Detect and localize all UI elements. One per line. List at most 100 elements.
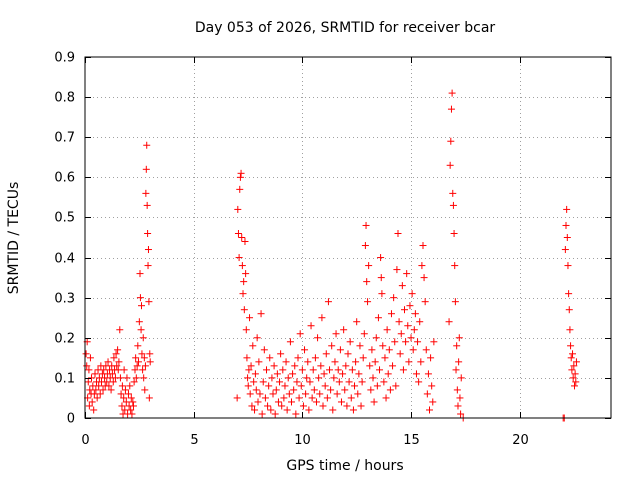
data-point — [563, 234, 571, 241]
data-point — [246, 390, 254, 398]
data-point — [141, 362, 149, 370]
data-point — [243, 354, 251, 362]
data-point — [244, 374, 252, 382]
data-point — [117, 390, 125, 398]
data-point — [128, 410, 136, 418]
data-point — [311, 354, 319, 362]
data-point — [102, 362, 110, 370]
data-point — [571, 370, 579, 378]
data-point — [391, 338, 399, 346]
data-point — [332, 330, 340, 338]
data-point — [455, 358, 463, 366]
data-point — [126, 382, 134, 390]
data-point — [422, 346, 430, 354]
data-point — [368, 346, 376, 354]
data-point — [259, 378, 267, 386]
data-point — [246, 314, 254, 322]
data-point — [245, 366, 253, 374]
y-tick-label: 0.5 — [54, 211, 75, 226]
y-tick-label: 0.7 — [54, 131, 75, 146]
data-point — [283, 406, 291, 414]
data-point — [109, 378, 117, 386]
data-point — [105, 382, 113, 390]
data-point — [121, 386, 129, 394]
data-point — [409, 346, 417, 354]
data-point — [360, 330, 368, 338]
data-point — [352, 358, 360, 366]
data-point — [108, 370, 116, 378]
data-point — [146, 358, 154, 366]
data-point — [262, 366, 270, 374]
data-point — [421, 298, 429, 306]
labels-layer: 0 0.1 0.2 0.3 0.4 0.5 0.6 0.7 0.8 0.9 0 5 10 15 20 — [54, 51, 528, 449]
data-point — [301, 346, 309, 354]
data-point — [131, 366, 139, 374]
data-point — [312, 398, 320, 406]
data-point — [136, 270, 144, 278]
data-point — [260, 346, 268, 354]
data-point — [244, 382, 252, 390]
data-point — [143, 201, 151, 209]
data-point — [129, 402, 137, 410]
data-point — [236, 173, 244, 181]
data-point — [449, 189, 457, 197]
data-point — [403, 270, 411, 278]
data-point — [274, 398, 282, 406]
data-point — [328, 342, 336, 350]
data-point — [140, 374, 148, 382]
data-point — [347, 394, 355, 402]
data-point — [453, 342, 461, 350]
data-point — [86, 386, 94, 394]
data-point — [89, 382, 97, 390]
data-point — [416, 318, 424, 326]
data-point — [308, 394, 316, 402]
data-point — [291, 362, 299, 370]
data-point — [566, 326, 574, 334]
data-point — [564, 262, 572, 270]
data-point — [284, 374, 292, 382]
data-point — [113, 362, 121, 370]
data-point — [323, 394, 331, 402]
data-point — [396, 350, 404, 358]
data-point — [84, 378, 92, 386]
data-point — [90, 406, 98, 414]
data-point — [428, 382, 436, 390]
data-point — [446, 161, 454, 169]
data-point — [266, 354, 274, 362]
data-point — [362, 221, 370, 229]
data-point — [271, 410, 279, 418]
data-point — [318, 314, 326, 322]
data-point — [145, 298, 153, 306]
data-point — [240, 278, 248, 286]
data-point — [234, 205, 242, 213]
data-point — [127, 394, 135, 402]
data-point — [384, 370, 392, 378]
data-point — [383, 326, 391, 334]
data-point — [389, 362, 397, 370]
data-point — [138, 350, 146, 358]
data-point — [565, 306, 573, 314]
data-point — [297, 382, 305, 390]
data-point — [88, 398, 96, 406]
data-point — [142, 165, 150, 173]
data-point — [355, 370, 363, 378]
data-point — [307, 322, 315, 330]
data-point — [146, 350, 154, 358]
data-point — [112, 350, 120, 358]
data-point — [430, 338, 438, 346]
data-point — [115, 358, 123, 366]
data-point — [348, 366, 356, 374]
data-point — [306, 378, 314, 386]
data-point — [353, 318, 361, 326]
data-point — [257, 310, 265, 318]
data-point — [339, 370, 347, 378]
data-point — [304, 358, 312, 366]
x-axis-title: GPS time / hours — [286, 458, 403, 474]
data-point — [107, 386, 115, 394]
data-point — [289, 370, 297, 378]
data-point — [420, 274, 428, 282]
data-point — [278, 402, 286, 410]
data-point — [236, 185, 244, 193]
data-point — [309, 366, 317, 374]
